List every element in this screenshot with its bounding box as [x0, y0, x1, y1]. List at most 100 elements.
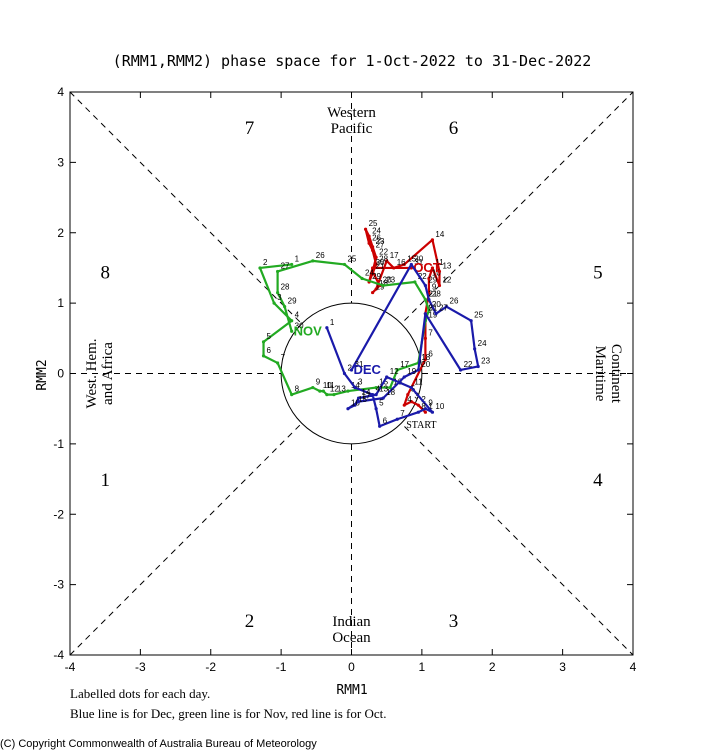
day-dot	[458, 368, 463, 372]
day-dot	[473, 347, 477, 351]
day-dot	[395, 368, 399, 372]
day-dot	[392, 266, 396, 270]
day-dot	[437, 269, 442, 274]
day-dot	[342, 262, 347, 267]
day-label: 5	[267, 332, 272, 341]
day-dot	[374, 262, 378, 267]
day-label: 28	[432, 290, 441, 299]
day-dot	[413, 280, 417, 284]
day-label: 15	[407, 254, 416, 263]
day-dot	[444, 305, 449, 309]
day-dot	[430, 410, 435, 414]
series-end-label: DEC	[354, 362, 382, 377]
x-tick-label: -4	[65, 660, 76, 674]
day-dot	[363, 227, 368, 231]
day-dot	[325, 393, 329, 397]
day-label: 6	[383, 416, 388, 425]
day-dot	[374, 255, 378, 259]
day-label: 16	[397, 258, 406, 267]
series-end-label: NOV	[294, 323, 323, 338]
phase-label: 1	[100, 470, 110, 491]
day-dot	[371, 266, 375, 270]
day-dot	[427, 276, 431, 281]
day-dot	[356, 396, 361, 400]
day-dot	[423, 407, 427, 411]
phase-label: 7	[245, 118, 255, 139]
day-dot	[290, 393, 294, 397]
day-label: 19	[428, 311, 437, 320]
day-label: 14	[362, 388, 371, 397]
day-dot	[367, 241, 371, 245]
caption-line-1: Labelled dots for each day.	[70, 686, 210, 701]
day-label: 24	[365, 268, 374, 277]
day-dot	[325, 326, 329, 330]
y-tick-label: -1	[53, 437, 64, 451]
day-dot	[416, 410, 420, 414]
day-dot	[427, 298, 431, 302]
day-label: 7	[281, 353, 286, 362]
day-label: 1	[428, 402, 433, 411]
x-tick-label: 1	[419, 660, 426, 674]
day-dot	[402, 403, 406, 407]
day-label: 15	[358, 395, 367, 404]
series-start-label: START	[406, 420, 436, 431]
day-dot	[276, 361, 280, 365]
day-dot	[360, 276, 364, 281]
day-dot	[374, 407, 378, 411]
day-label: 12	[330, 385, 339, 394]
day-label: 10	[323, 381, 332, 390]
day-dot	[353, 385, 357, 390]
day-label: 8	[295, 385, 300, 394]
day-dot	[402, 375, 406, 379]
day-label: 25	[369, 219, 378, 228]
y-axis-label: RMM2	[35, 359, 50, 390]
day-dot	[261, 354, 266, 358]
day-dot	[423, 298, 427, 302]
day-dot	[385, 375, 389, 379]
day-label: 17	[362, 392, 371, 401]
day-label: 7	[400, 409, 405, 418]
day-label: 21	[376, 261, 385, 270]
day-label: 23	[481, 356, 490, 365]
day-label: 27	[376, 240, 385, 249]
day-dot	[371, 269, 375, 274]
day-label: 27	[281, 261, 290, 270]
day-label: 12	[442, 276, 451, 285]
day-dot	[388, 385, 392, 390]
caption-line-2: Blue line is for Dec, green line is for …	[70, 706, 386, 721]
day-dot	[409, 262, 413, 267]
region-label-right: Continent	[608, 344, 624, 404]
x-tick-label: 2	[489, 660, 496, 674]
day-dot	[356, 400, 361, 404]
day-dot	[346, 389, 350, 393]
day-label: 2	[347, 364, 352, 373]
day-dot	[423, 410, 427, 414]
day-label: 12	[390, 367, 399, 376]
day-label: 14	[435, 230, 444, 239]
day-dot	[371, 245, 375, 249]
day-dot	[318, 389, 322, 393]
day-dot	[374, 393, 378, 397]
day-label: 28	[281, 283, 290, 292]
day-label: 9	[316, 378, 321, 387]
day-dot	[381, 283, 385, 288]
day-label: 24	[478, 339, 487, 348]
day-label: 31	[414, 258, 423, 267]
y-tick-label: -3	[53, 578, 64, 592]
y-tick-label: 0	[57, 367, 64, 381]
x-tick-label: 3	[559, 660, 566, 674]
day-label: 25	[347, 254, 356, 263]
phase-label: 3	[449, 611, 459, 632]
day-label: 29	[428, 276, 437, 285]
day-label: 6	[428, 349, 433, 358]
day-label: 4	[376, 385, 381, 394]
day-dot	[381, 396, 385, 400]
day-dot	[276, 290, 280, 295]
day-dot	[423, 312, 427, 316]
day-dot	[378, 424, 382, 428]
day-dot	[258, 266, 262, 270]
x-axis-label: RMM1	[336, 683, 367, 698]
day-dot	[276, 269, 280, 274]
